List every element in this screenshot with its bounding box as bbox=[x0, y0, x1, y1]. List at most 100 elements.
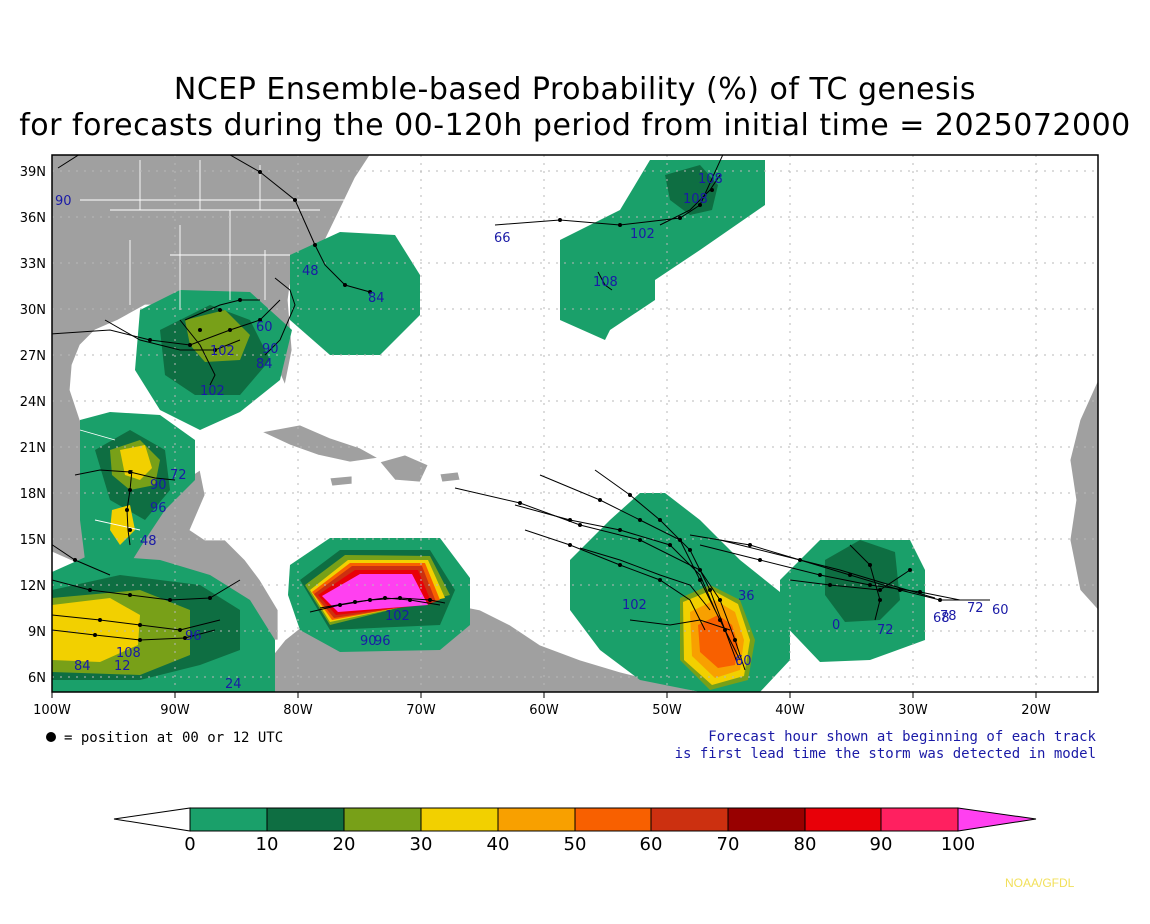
latitude-labels: 39N 36N 33N 30N 27N 24N 21N 18N 15N 12N … bbox=[20, 165, 46, 686]
mexico-state-lines bbox=[74, 389, 141, 531]
credit-text: NOAA/GFDL bbox=[1005, 876, 1075, 890]
lon-label: 70W bbox=[406, 703, 436, 718]
track-line bbox=[849, 544, 881, 621]
lat-label: 39N bbox=[20, 165, 46, 180]
forecast-note-line2: is first lead time the storm was detecte… bbox=[675, 746, 1096, 762]
cuba-land bbox=[260, 424, 380, 463]
chart-title-line1: NCEP Ensemble-based Probability (%) of T… bbox=[173, 72, 977, 107]
colorbar-swatch bbox=[497, 807, 576, 832]
boundary-lines bbox=[74, 160, 350, 531]
lon-label: 60W bbox=[529, 703, 559, 718]
track-line bbox=[57, 155, 80, 169]
track-label: 60 bbox=[256, 320, 273, 335]
track-label: 66 bbox=[494, 231, 511, 246]
lat-label: 9N bbox=[28, 625, 46, 640]
africa-land bbox=[1069, 379, 1098, 611]
track-line bbox=[454, 487, 746, 671]
track-line bbox=[184, 299, 260, 321]
track-line bbox=[52, 579, 241, 601]
track-labels: 90 66 108 108 102 108 48 84 102 60 90 84… bbox=[55, 172, 1009, 692]
lon-label: 50W bbox=[652, 703, 682, 718]
colorbar-labels: 0 10 20 30 40 50 60 70 80 90 100 bbox=[184, 834, 975, 855]
colorbar-swatch bbox=[574, 807, 652, 832]
prob-area-east-pac-40 bbox=[52, 598, 140, 662]
track-line bbox=[789, 569, 911, 591]
colorbar-label: 100 bbox=[941, 834, 975, 855]
chart-title-line2: for forecasts during the 00-120h period … bbox=[19, 108, 1131, 143]
track-label: 78 bbox=[940, 609, 957, 624]
track-label: 108 bbox=[698, 172, 723, 187]
colorbar-label: 80 bbox=[794, 834, 817, 855]
colorbar-label: 60 bbox=[640, 834, 663, 855]
track-label: 84 bbox=[256, 357, 273, 372]
track-line bbox=[659, 174, 721, 226]
track-label: 102 bbox=[200, 384, 225, 399]
track-label: 24 bbox=[225, 677, 242, 692]
colorbar-label: 90 bbox=[870, 834, 893, 855]
lat-label: 36N bbox=[20, 211, 46, 226]
lon-label: 40W bbox=[775, 703, 805, 718]
track-label: 96 bbox=[185, 629, 202, 644]
track-label: 36 bbox=[738, 589, 755, 604]
track-line bbox=[699, 544, 961, 601]
track-line bbox=[719, 539, 936, 599]
track-label: 48 bbox=[302, 264, 319, 279]
colorbar-label: 30 bbox=[410, 834, 433, 855]
lat-label: 21N bbox=[20, 441, 46, 456]
track-line bbox=[264, 277, 296, 356]
position-legend-text: = position at 00 or 12 UTC bbox=[64, 730, 283, 746]
track-label: 90 bbox=[150, 478, 167, 493]
track-label: 108 bbox=[116, 646, 141, 661]
lat-label: 33N bbox=[20, 257, 46, 272]
track-label: 68 bbox=[933, 611, 950, 626]
us-state-lines bbox=[80, 160, 350, 310]
track-label: 96 bbox=[374, 634, 391, 649]
prob-area-central-atl-60 bbox=[698, 615, 738, 668]
track-line bbox=[579, 547, 711, 611]
track-line bbox=[104, 319, 241, 351]
track-line bbox=[514, 504, 716, 611]
prob-area-north-atl bbox=[560, 160, 765, 340]
colorbar-label: 50 bbox=[564, 834, 587, 855]
colorbar-swatch bbox=[189, 807, 268, 832]
track-label: 96 bbox=[150, 501, 167, 516]
lon-label: 100W bbox=[33, 703, 71, 718]
track-label: 90 bbox=[360, 634, 377, 649]
colorbar-label: 70 bbox=[717, 834, 740, 855]
prob-area-north-atl-20 bbox=[665, 165, 718, 215]
lat-label: 12N bbox=[20, 579, 46, 594]
colorbar-swatch bbox=[650, 807, 729, 832]
track-label: 102 bbox=[622, 598, 647, 613]
colorbar-label: 20 bbox=[333, 834, 356, 855]
prob-area-carolinas bbox=[290, 232, 420, 355]
track-label: 60 bbox=[992, 603, 1009, 618]
track-label: 12 bbox=[114, 659, 131, 674]
colorbar-label: 10 bbox=[256, 834, 279, 855]
track-label: 90 bbox=[262, 342, 279, 357]
colorbar-label: 40 bbox=[487, 834, 510, 855]
lat-label: 30N bbox=[20, 303, 46, 318]
colorbar-label: 0 bbox=[184, 834, 195, 855]
track-label: 102 bbox=[210, 344, 235, 359]
colorbar-swatch bbox=[266, 807, 345, 832]
lat-label: 24N bbox=[20, 395, 46, 410]
track-line bbox=[524, 529, 706, 631]
track-label: 72 bbox=[877, 623, 894, 638]
gridlines bbox=[52, 155, 1098, 692]
colorbar-swatch bbox=[420, 807, 499, 832]
track-label: 108 bbox=[683, 192, 708, 207]
track-line bbox=[179, 319, 216, 386]
jamaica-land bbox=[329, 475, 353, 487]
position-dot-icon bbox=[46, 732, 56, 742]
track-label: 102 bbox=[630, 227, 655, 242]
track-label: 0 bbox=[832, 618, 840, 633]
lat-label: 15N bbox=[20, 533, 46, 548]
track-label: 84 bbox=[74, 659, 91, 674]
track-line bbox=[597, 271, 613, 291]
longitude-labels: 100W 90W 80W 70W 60W 50W 40W 30W 20W bbox=[33, 703, 1051, 718]
lat-label: 6N bbox=[28, 671, 46, 686]
colorbar bbox=[113, 807, 1037, 832]
puerto-rico-land bbox=[439, 471, 461, 483]
prob-area-bay-campeche-40 bbox=[120, 445, 152, 480]
